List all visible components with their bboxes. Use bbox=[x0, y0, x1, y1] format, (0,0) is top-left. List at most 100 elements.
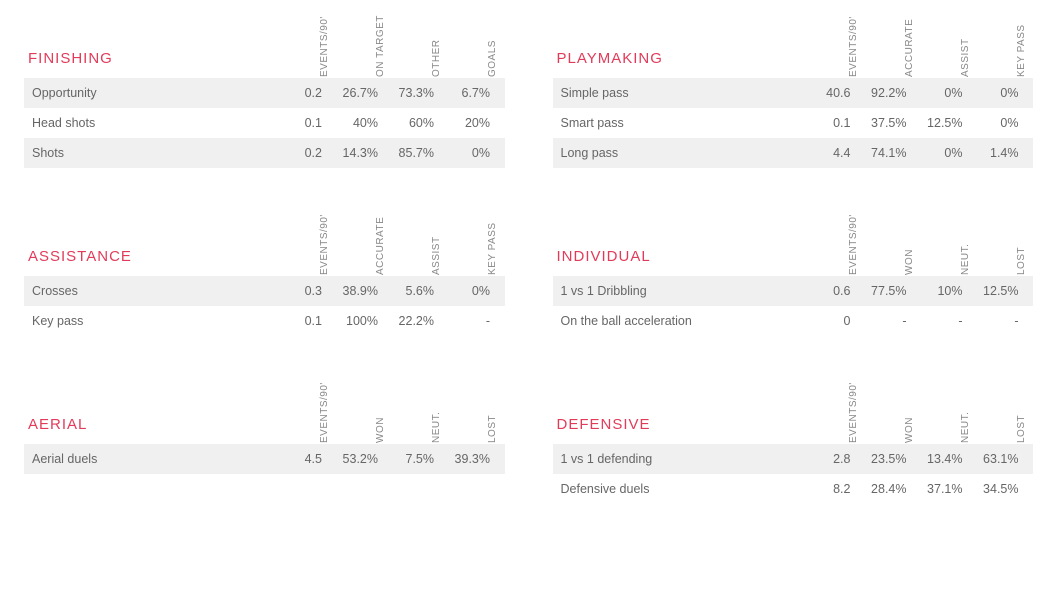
cell: 7.5% bbox=[386, 452, 442, 466]
cell: 0% bbox=[915, 146, 971, 160]
cell: 74.1% bbox=[859, 146, 915, 160]
section-title: FINISHING bbox=[24, 50, 274, 77]
row-label: 1 vs 1 Dribbling bbox=[553, 284, 803, 298]
column-header: WON bbox=[859, 219, 915, 275]
section-playmaking: PLAYMAKING EVENTS/90' ACCURATE ASSIST KE… bbox=[553, 20, 1034, 168]
cell: 0.3 bbox=[274, 284, 330, 298]
cell: 0.1 bbox=[274, 314, 330, 328]
cell: 26.7% bbox=[330, 86, 386, 100]
column-header: EVENTS/90' bbox=[803, 21, 859, 77]
table-row: Opportunity 0.2 26.7% 73.3% 6.7% bbox=[24, 78, 505, 108]
section-title: INDIVIDUAL bbox=[553, 248, 803, 275]
row-label: Smart pass bbox=[553, 116, 803, 130]
cell: 0.1 bbox=[274, 116, 330, 130]
section-header: PLAYMAKING EVENTS/90' ACCURATE ASSIST KE… bbox=[553, 20, 1034, 78]
column-header: LOST bbox=[442, 387, 498, 443]
cell: 0 bbox=[803, 314, 859, 328]
row-label: Head shots bbox=[24, 116, 274, 130]
cell: 0.2 bbox=[274, 86, 330, 100]
cell: 77.5% bbox=[859, 284, 915, 298]
cell: 85.7% bbox=[386, 146, 442, 160]
section-assistance: ASSISTANCE EVENTS/90' ACCURATE ASSIST KE… bbox=[24, 218, 505, 336]
row-label: Defensive duels bbox=[553, 482, 803, 496]
table-row: Crosses 0.3 38.9% 5.6% 0% bbox=[24, 276, 505, 306]
cell: 13.4% bbox=[915, 452, 971, 466]
cell: 37.1% bbox=[915, 482, 971, 496]
cell: 0.6 bbox=[803, 284, 859, 298]
row-label: Crosses bbox=[24, 284, 274, 298]
cell: 60% bbox=[386, 116, 442, 130]
column-header: EVENTS/90' bbox=[803, 387, 859, 443]
section-header: AERIAL EVENTS/90' WON NEUT. LOST bbox=[24, 386, 505, 444]
cell: 73.3% bbox=[386, 86, 442, 100]
column-header: LOST bbox=[971, 219, 1027, 275]
section-defensive: DEFENSIVE EVENTS/90' WON NEUT. LOST 1 vs… bbox=[553, 386, 1034, 504]
section-header: INDIVIDUAL EVENTS/90' WON NEUT. LOST bbox=[553, 218, 1034, 276]
table-row: On the ball acceleration 0 - - - bbox=[553, 306, 1034, 336]
column-header: WON bbox=[330, 387, 386, 443]
cell: - bbox=[442, 314, 498, 328]
cell: 40% bbox=[330, 116, 386, 130]
row-label: Simple pass bbox=[553, 86, 803, 100]
column-header: GOALS bbox=[442, 21, 498, 77]
section-finishing: FINISHING EVENTS/90' ON TARGET OTHER GOA… bbox=[24, 20, 505, 168]
row-label: Shots bbox=[24, 146, 274, 160]
table-row: Long pass 4.4 74.1% 0% 1.4% bbox=[553, 138, 1034, 168]
column-header: NEUT. bbox=[386, 387, 442, 443]
cell: 28.4% bbox=[859, 482, 915, 496]
cell: 8.2 bbox=[803, 482, 859, 496]
section-header: DEFENSIVE EVENTS/90' WON NEUT. LOST bbox=[553, 386, 1034, 444]
section-title: DEFENSIVE bbox=[553, 416, 803, 443]
cell: 12.5% bbox=[971, 284, 1027, 298]
column-header: EVENTS/90' bbox=[803, 219, 859, 275]
table-row: Smart pass 0.1 37.5% 12.5% 0% bbox=[553, 108, 1034, 138]
cell: 100% bbox=[330, 314, 386, 328]
cell: 34.5% bbox=[971, 482, 1027, 496]
column-header: ON TARGET bbox=[330, 21, 386, 77]
cell: 37.5% bbox=[859, 116, 915, 130]
cell: - bbox=[971, 314, 1027, 328]
cell: - bbox=[859, 314, 915, 328]
column-header: ASSIST bbox=[915, 21, 971, 77]
row-label: Key pass bbox=[24, 314, 274, 328]
cell: 39.3% bbox=[442, 452, 498, 466]
section-title: PLAYMAKING bbox=[553, 50, 803, 77]
column-header: ACCURATE bbox=[859, 21, 915, 77]
table-row: Head shots 0.1 40% 60% 20% bbox=[24, 108, 505, 138]
column-header: ACCURATE bbox=[330, 219, 386, 275]
cell: 22.2% bbox=[386, 314, 442, 328]
cell: 1.4% bbox=[971, 146, 1027, 160]
cell: 53.2% bbox=[330, 452, 386, 466]
column-header: EVENTS/90' bbox=[274, 219, 330, 275]
cell: 40.6 bbox=[803, 86, 859, 100]
column-header: ASSIST bbox=[386, 219, 442, 275]
cell: 38.9% bbox=[330, 284, 386, 298]
section-title: ASSISTANCE bbox=[24, 248, 274, 275]
column-header: WON bbox=[859, 387, 915, 443]
cell: 0% bbox=[442, 146, 498, 160]
cell: - bbox=[915, 314, 971, 328]
table-row: Aerial duels 4.5 53.2% 7.5% 39.3% bbox=[24, 444, 505, 474]
cell: 92.2% bbox=[859, 86, 915, 100]
row-label: 1 vs 1 defending bbox=[553, 452, 803, 466]
column-header: LOST bbox=[971, 387, 1027, 443]
cell: 0% bbox=[971, 86, 1027, 100]
cell: 0% bbox=[915, 86, 971, 100]
cell: 23.5% bbox=[859, 452, 915, 466]
cell: 10% bbox=[915, 284, 971, 298]
row-label: Long pass bbox=[553, 146, 803, 160]
cell: 4.4 bbox=[803, 146, 859, 160]
cell: 12.5% bbox=[915, 116, 971, 130]
cell: 2.8 bbox=[803, 452, 859, 466]
cell: 0% bbox=[971, 116, 1027, 130]
column-header: NEUT. bbox=[915, 219, 971, 275]
row-label: Opportunity bbox=[24, 86, 274, 100]
section-header: FINISHING EVENTS/90' ON TARGET OTHER GOA… bbox=[24, 20, 505, 78]
column-header: EVENTS/90' bbox=[274, 21, 330, 77]
section-individual: INDIVIDUAL EVENTS/90' WON NEUT. LOST 1 v… bbox=[553, 218, 1034, 336]
table-row: 1 vs 1 defending 2.8 23.5% 13.4% 63.1% bbox=[553, 444, 1034, 474]
table-row: Defensive duels 8.2 28.4% 37.1% 34.5% bbox=[553, 474, 1034, 504]
column-header: KEY PASS bbox=[971, 21, 1027, 77]
row-label: Aerial duels bbox=[24, 452, 274, 466]
cell: 14.3% bbox=[330, 146, 386, 160]
